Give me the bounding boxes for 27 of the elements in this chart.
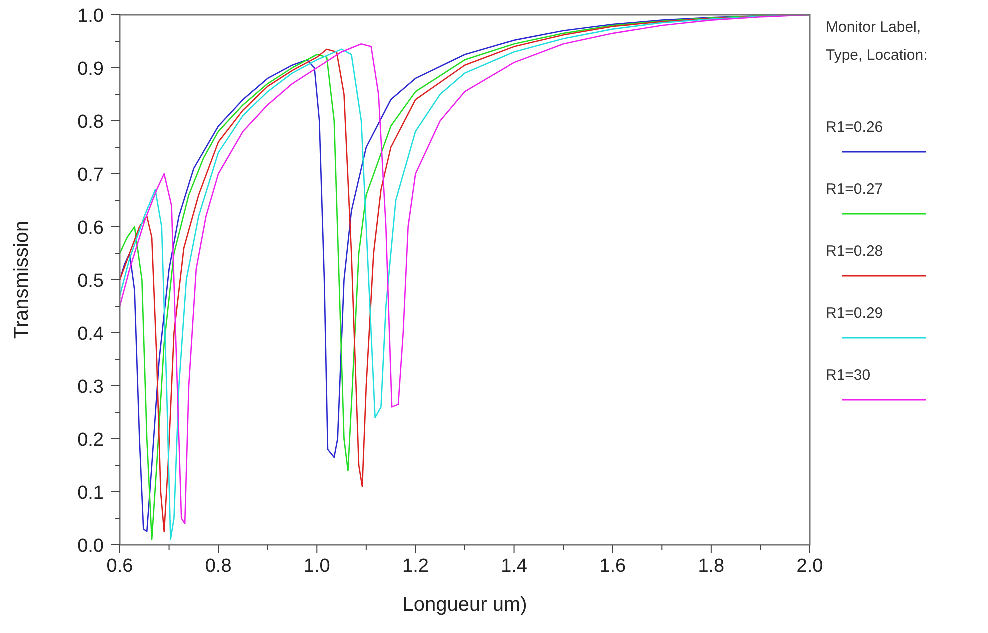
text: R1=30 <box>826 367 871 384</box>
y-tick-label: 1.0 <box>78 6 104 27</box>
y-tick-label: 0.1 <box>78 483 104 504</box>
legend-title: Monitor Label, Type, Location: <box>826 19 928 64</box>
x-tick-label: 1.4 <box>501 556 528 577</box>
y-tick-label: 0.7 <box>78 165 104 186</box>
x-tick-label: 0.6 <box>106 556 134 577</box>
y-axis-title: Transmission <box>11 220 33 340</box>
y-tick-label: 0.6 <box>78 218 104 239</box>
y-tick-label: 0.9 <box>78 59 104 80</box>
y-tick-label: 0.8 <box>78 112 104 133</box>
text: R1=0.29 <box>826 305 884 322</box>
x-tick-label: 1.0 <box>304 556 330 577</box>
x-tick-label: 1.8 <box>698 556 725 577</box>
text: R1=0.28 <box>826 243 884 260</box>
x-tick-label: 2.0 <box>796 556 824 577</box>
y-tick-label: 0.2 <box>78 430 104 451</box>
x-tick-label: 1.2 <box>402 556 429 577</box>
y-tick-label: 0.3 <box>78 377 104 398</box>
y-tick-label: 0.5 <box>78 271 104 292</box>
text: R1=0.27 <box>826 181 884 198</box>
text: R1=0.26 <box>826 119 884 136</box>
x-axis-title: Longueur um) <box>402 594 528 616</box>
x-tick-label: 0.8 <box>205 556 232 577</box>
x-tick-label: 1.6 <box>600 556 626 577</box>
y-tick-label: 0.4 <box>78 324 104 345</box>
y-tick-label: 0.0 <box>78 536 104 557</box>
